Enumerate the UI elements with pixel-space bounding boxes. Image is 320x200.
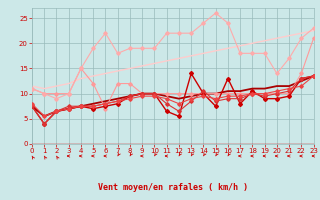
Text: Vent moyen/en rafales ( km/h ): Vent moyen/en rafales ( km/h ) — [98, 183, 248, 192]
